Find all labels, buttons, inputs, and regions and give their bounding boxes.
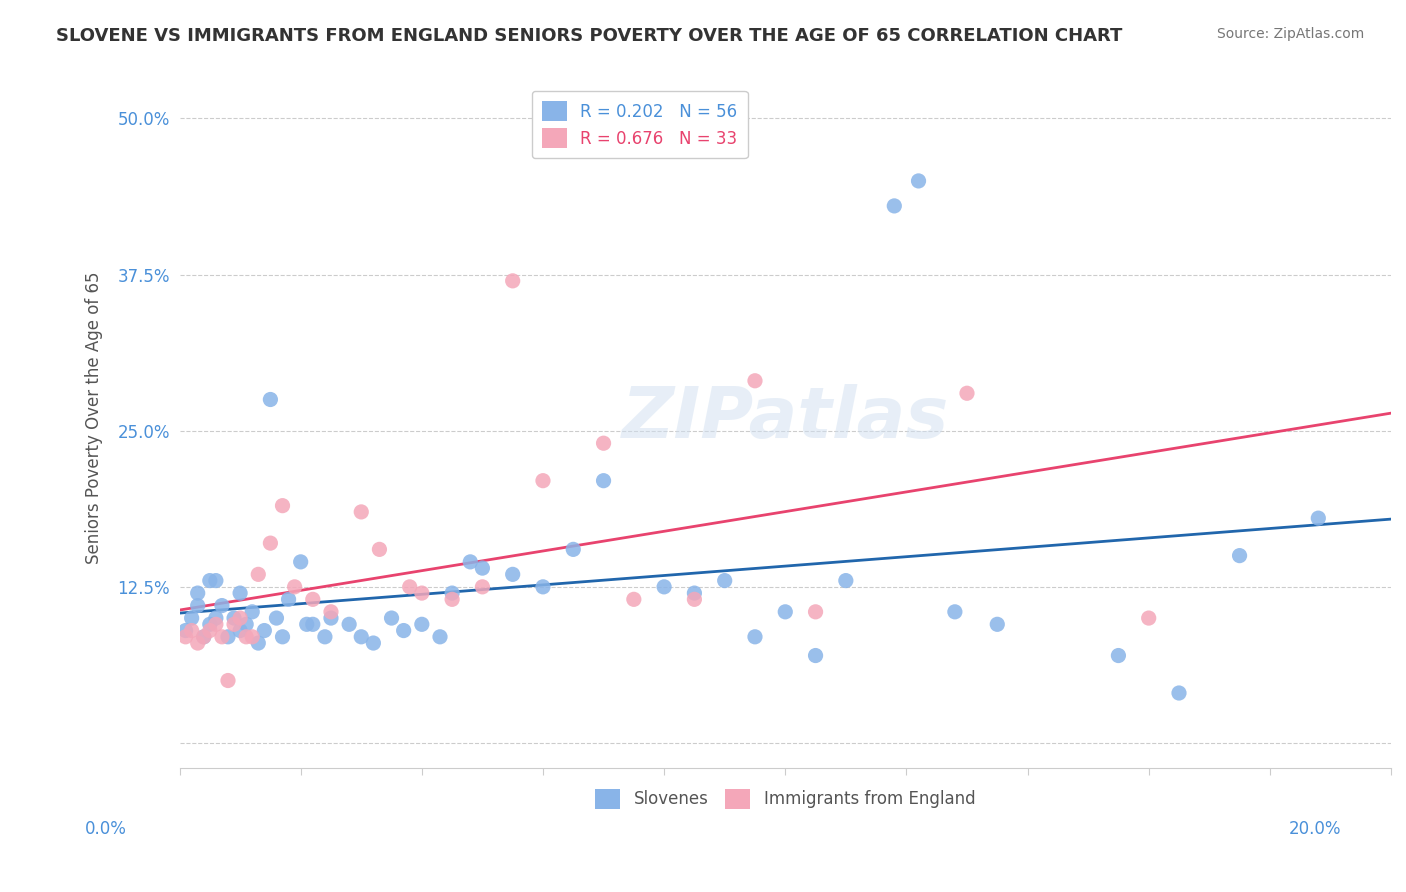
Point xyxy=(683,586,706,600)
Point xyxy=(623,592,645,607)
Legend: Slovenes, Immigrants from England: Slovenes, Immigrants from England xyxy=(589,782,981,815)
Point xyxy=(458,555,481,569)
Point xyxy=(301,617,323,632)
Point xyxy=(319,611,342,625)
Point xyxy=(713,574,735,588)
Point xyxy=(284,580,307,594)
Point xyxy=(222,611,245,625)
Point xyxy=(502,274,524,288)
Point xyxy=(943,605,966,619)
Point xyxy=(180,611,202,625)
Point xyxy=(1137,611,1160,625)
Point xyxy=(240,605,263,619)
Point xyxy=(441,592,464,607)
Point xyxy=(259,392,281,407)
Point xyxy=(683,592,706,607)
Point xyxy=(290,555,312,569)
Point xyxy=(247,567,270,582)
Point xyxy=(277,592,299,607)
Point xyxy=(907,174,929,188)
Point xyxy=(271,630,294,644)
Point xyxy=(883,199,905,213)
Y-axis label: Seniors Poverty Over the Age of 65: Seniors Poverty Over the Age of 65 xyxy=(86,272,103,565)
Point xyxy=(198,574,221,588)
Point xyxy=(187,586,209,600)
Text: 0.0%: 0.0% xyxy=(84,820,127,838)
Point xyxy=(592,474,614,488)
Point xyxy=(411,617,433,632)
Text: SLOVENE VS IMMIGRANTS FROM ENGLAND SENIORS POVERTY OVER THE AGE OF 65 CORRELATIO: SLOVENE VS IMMIGRANTS FROM ENGLAND SENIO… xyxy=(56,27,1122,45)
Point xyxy=(211,630,233,644)
Point xyxy=(229,586,252,600)
Point xyxy=(1229,549,1251,563)
Point xyxy=(193,630,215,644)
Point xyxy=(471,561,494,575)
Point xyxy=(217,630,239,644)
Point xyxy=(271,499,294,513)
Point xyxy=(240,630,263,644)
Point xyxy=(295,617,318,632)
Point xyxy=(380,611,402,625)
Point xyxy=(205,574,228,588)
Point xyxy=(363,636,385,650)
Point xyxy=(247,636,270,650)
Point xyxy=(314,630,336,644)
Point xyxy=(229,611,252,625)
Point xyxy=(1107,648,1129,663)
Point xyxy=(531,474,554,488)
Point xyxy=(775,605,797,619)
Point xyxy=(222,617,245,632)
Point xyxy=(174,630,197,644)
Point xyxy=(392,624,415,638)
Point xyxy=(205,617,228,632)
Point xyxy=(1308,511,1330,525)
Point xyxy=(235,617,257,632)
Point xyxy=(350,505,373,519)
Point xyxy=(986,617,1008,632)
Point xyxy=(174,624,197,638)
Point xyxy=(956,386,979,401)
Point xyxy=(652,580,675,594)
Point xyxy=(471,580,494,594)
Point xyxy=(198,624,221,638)
Point xyxy=(319,605,342,619)
Point xyxy=(562,542,585,557)
Point xyxy=(193,630,215,644)
Point xyxy=(429,630,451,644)
Text: Source: ZipAtlas.com: Source: ZipAtlas.com xyxy=(1216,27,1364,41)
Point xyxy=(229,624,252,638)
Point xyxy=(253,624,276,638)
Point xyxy=(187,636,209,650)
Point xyxy=(266,611,288,625)
Text: ZIPatlas: ZIPatlas xyxy=(621,384,949,453)
Point xyxy=(205,611,228,625)
Point xyxy=(804,605,827,619)
Point xyxy=(301,592,323,607)
Point xyxy=(368,542,391,557)
Point xyxy=(441,586,464,600)
Point xyxy=(804,648,827,663)
Point xyxy=(398,580,420,594)
Point xyxy=(1168,686,1191,700)
Point xyxy=(350,630,373,644)
Point xyxy=(198,617,221,632)
Point xyxy=(180,624,202,638)
Text: 20.0%: 20.0% xyxy=(1288,820,1341,838)
Point xyxy=(744,374,766,388)
Point xyxy=(187,599,209,613)
Point xyxy=(235,630,257,644)
Point xyxy=(211,599,233,613)
Point xyxy=(337,617,360,632)
Point xyxy=(259,536,281,550)
Point xyxy=(744,630,766,644)
Point xyxy=(502,567,524,582)
Point xyxy=(411,586,433,600)
Point xyxy=(592,436,614,450)
Point xyxy=(217,673,239,688)
Point xyxy=(531,580,554,594)
Point xyxy=(835,574,858,588)
